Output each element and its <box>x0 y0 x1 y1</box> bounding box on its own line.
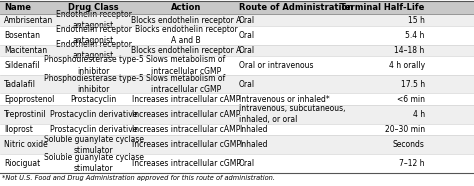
Text: Blocks endothelin receptor A: Blocks endothelin receptor A <box>131 16 241 25</box>
Text: Increases intracellular cAMP: Increases intracellular cAMP <box>132 110 240 119</box>
Text: Ambrisentan: Ambrisentan <box>4 16 54 25</box>
Text: Endothelin receptor
antagonist: Endothelin receptor antagonist <box>55 40 132 60</box>
Bar <box>0 26 474 44</box>
Text: Endothelin receptor
antagonist: Endothelin receptor antagonist <box>55 25 132 45</box>
Text: Oral: Oral <box>239 159 255 168</box>
Text: Sildenafil: Sildenafil <box>4 61 40 70</box>
Text: Oral: Oral <box>239 31 255 40</box>
Text: Seconds: Seconds <box>393 140 425 149</box>
Text: Macitentan: Macitentan <box>4 46 47 55</box>
Text: Phosphodiesterase type-5
inhibitor: Phosphodiesterase type-5 inhibitor <box>44 74 144 94</box>
Text: 4 h: 4 h <box>412 110 425 119</box>
Text: Increases intracellular cAMP: Increases intracellular cAMP <box>132 95 240 104</box>
Text: Oral or intravenous: Oral or intravenous <box>239 61 313 70</box>
Text: Slows metabolism of
intracellular cGMP: Slows metabolism of intracellular cGMP <box>146 74 226 94</box>
Text: Blocks endothelin receptor
A and B: Blocks endothelin receptor A and B <box>135 25 237 45</box>
Text: Increases intracellular cGMP: Increases intracellular cGMP <box>132 140 240 149</box>
Text: Prostacyclin derivative: Prostacyclin derivative <box>50 125 137 134</box>
Text: Name: Name <box>4 3 31 12</box>
Text: Iloprost: Iloprost <box>4 125 33 134</box>
Bar <box>0 1 474 14</box>
Text: Soluble guanylate cyclase
stimulator: Soluble guanylate cyclase stimulator <box>44 135 144 155</box>
Text: Epoprostenol: Epoprostenol <box>4 95 55 104</box>
Text: Blocks endothelin receptor A: Blocks endothelin receptor A <box>131 46 241 55</box>
Text: 7–12 h: 7–12 h <box>399 159 425 168</box>
Bar <box>0 124 474 135</box>
Text: Inhaled: Inhaled <box>239 140 267 149</box>
Text: Riociguat: Riociguat <box>4 159 40 168</box>
Text: Action: Action <box>171 3 201 12</box>
Text: *Not U.S. Food and Drug Administration approved for this route of administration: *Not U.S. Food and Drug Administration a… <box>2 175 275 181</box>
Text: 4 h orally: 4 h orally <box>389 61 425 70</box>
Text: Slows metabolism of
intracellular cGMP: Slows metabolism of intracellular cGMP <box>146 55 226 76</box>
Text: Nitric oxide: Nitric oxide <box>4 140 48 149</box>
Text: Bosentan: Bosentan <box>4 31 40 40</box>
Text: Oral: Oral <box>239 46 255 55</box>
Text: Intravenous or inhaled*: Intravenous or inhaled* <box>239 95 329 104</box>
Text: 14–18 h: 14–18 h <box>394 46 425 55</box>
Text: Terminal Half-Life: Terminal Half-Life <box>340 3 425 12</box>
Text: Inhaled: Inhaled <box>239 125 267 134</box>
Bar <box>0 93 474 105</box>
Text: 15 h: 15 h <box>408 16 425 25</box>
Text: Tadalafil: Tadalafil <box>4 80 36 89</box>
Text: Endothelin receptor
antagonist: Endothelin receptor antagonist <box>55 10 132 30</box>
Bar <box>0 105 474 124</box>
Text: 17.5 h: 17.5 h <box>401 80 425 89</box>
Text: 5.4 h: 5.4 h <box>405 31 425 40</box>
Bar <box>0 154 474 173</box>
Text: Oral: Oral <box>239 80 255 89</box>
Text: Phosphodiesterase type-5
inhibitor: Phosphodiesterase type-5 inhibitor <box>44 55 144 76</box>
Bar <box>0 56 474 75</box>
Text: <6 min: <6 min <box>397 95 425 104</box>
Text: Treprostinil: Treprostinil <box>4 110 47 119</box>
Text: Soluble guanylate cyclase
stimulator: Soluble guanylate cyclase stimulator <box>44 153 144 173</box>
Bar <box>0 14 474 26</box>
Text: Route of Administration: Route of Administration <box>239 3 353 12</box>
Text: 20–30 min: 20–30 min <box>384 125 425 134</box>
Text: Drug Class: Drug Class <box>68 3 119 12</box>
Text: Prostacyclin: Prostacyclin <box>71 95 117 104</box>
Text: Intravenous, subcutaneous,
inhaled, or oral: Intravenous, subcutaneous, inhaled, or o… <box>239 104 346 124</box>
Text: Oral: Oral <box>239 16 255 25</box>
Text: Increases intracellular cAMP: Increases intracellular cAMP <box>132 125 240 134</box>
Bar <box>0 75 474 93</box>
Text: Increases intracellular cGMP: Increases intracellular cGMP <box>132 159 240 168</box>
Bar <box>0 44 474 56</box>
Bar <box>0 135 474 154</box>
Text: Prostacyclin derivative: Prostacyclin derivative <box>50 110 137 119</box>
